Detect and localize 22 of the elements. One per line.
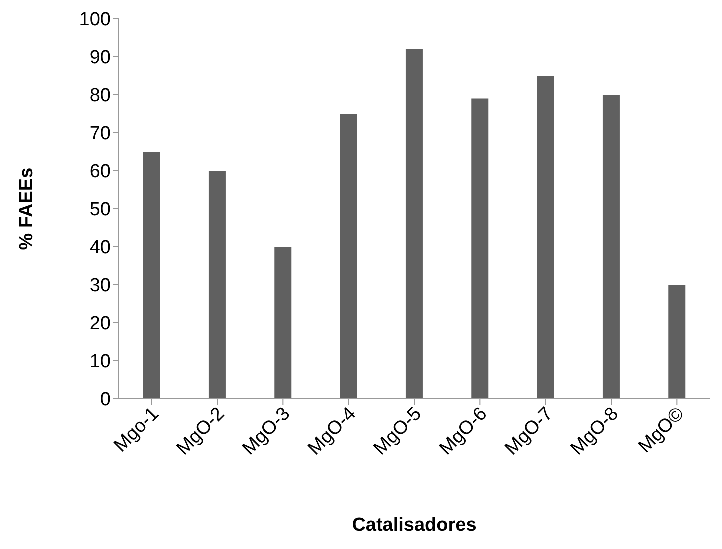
bar bbox=[274, 247, 292, 399]
bar bbox=[602, 95, 620, 399]
y-tick-label: 30 bbox=[90, 276, 111, 297]
y-tick-label: 0 bbox=[100, 390, 111, 411]
y-tick-label: 20 bbox=[90, 314, 111, 335]
y-tick-label: 80 bbox=[90, 86, 111, 107]
bar bbox=[472, 98, 489, 399]
x-axis-title: Catalisadores bbox=[352, 515, 477, 536]
y-tick-label: 70 bbox=[90, 124, 111, 145]
bar bbox=[406, 49, 423, 399]
bar bbox=[208, 171, 226, 399]
bar bbox=[668, 285, 686, 399]
y-tick-label: 90 bbox=[90, 48, 111, 69]
bar bbox=[340, 114, 358, 399]
bar bbox=[537, 76, 554, 399]
y-tick-label: 40 bbox=[90, 238, 111, 259]
bar bbox=[143, 152, 160, 399]
y-tick-label: 10 bbox=[90, 352, 111, 373]
y-tick-label: 60 bbox=[90, 162, 111, 183]
y-tick-label: 100 bbox=[79, 10, 111, 31]
y-tick-label: 50 bbox=[90, 200, 111, 221]
y-axis-title: % FAEEs bbox=[16, 168, 38, 250]
